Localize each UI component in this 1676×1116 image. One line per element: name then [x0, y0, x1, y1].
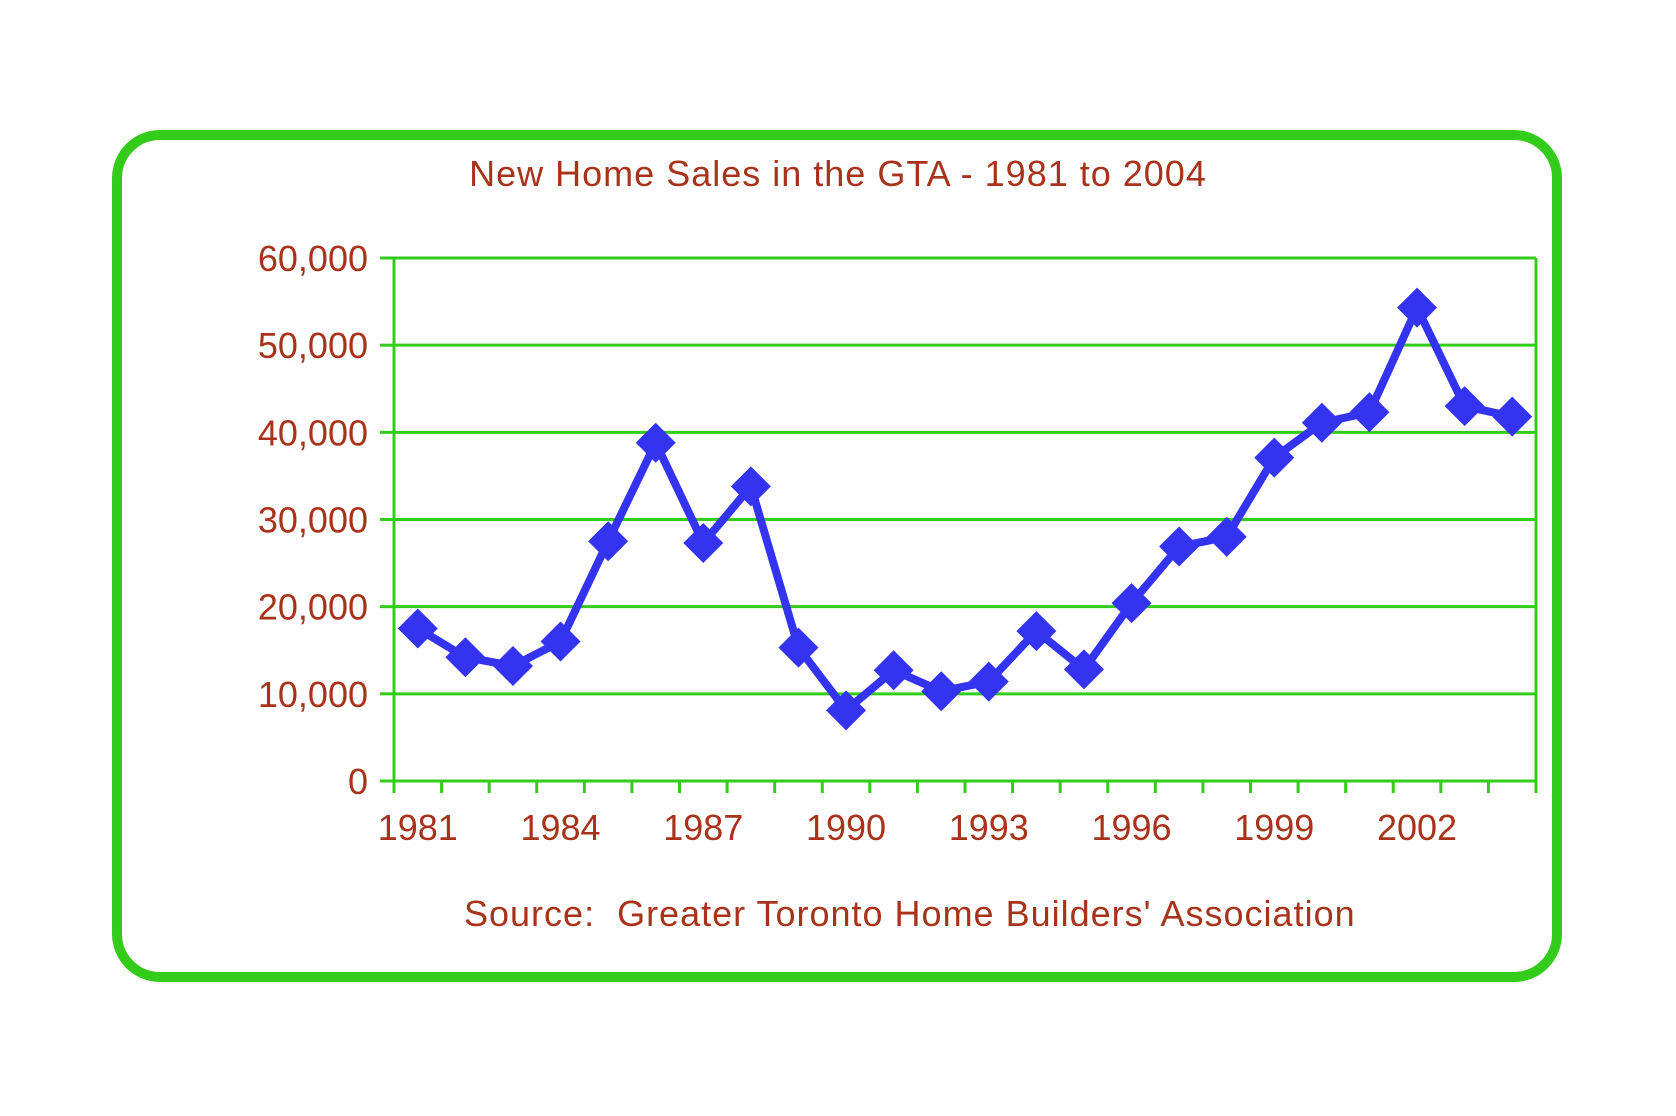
data-point-marker — [968, 661, 1009, 702]
x-tick-labels: 1981 1984 1987 1990 1993 1996 1999 2002 — [378, 807, 1457, 848]
x-tick-label: 1993 — [949, 807, 1029, 848]
axes — [380, 256, 1538, 793]
x-tick-label: 1999 — [1234, 807, 1314, 848]
data-point-marker — [540, 621, 581, 662]
data-point-marker — [1159, 526, 1200, 567]
data-point-marker — [1111, 583, 1152, 624]
series-layer — [397, 287, 1533, 731]
data-point-marker — [1254, 437, 1295, 478]
y-tick-label: 20,000 — [258, 587, 368, 628]
x-tick-label: 2002 — [1377, 807, 1457, 848]
x-tick-label: 1990 — [806, 807, 886, 848]
y-tick-label: 40,000 — [258, 412, 368, 453]
data-point-marker — [683, 523, 724, 564]
data-point-marker — [1397, 287, 1438, 328]
x-tick-label: 1987 — [663, 807, 743, 848]
data-point-marker — [921, 671, 962, 712]
data-point-marker — [1492, 396, 1533, 437]
data-point-marker — [1444, 386, 1485, 427]
data-point-marker — [1301, 402, 1342, 443]
data-point-marker — [397, 608, 438, 649]
data-point-marker — [873, 650, 914, 691]
y-tick-label: 60,000 — [258, 238, 368, 279]
data-point-marker — [1016, 611, 1057, 652]
chart-title: New Home Sales in the GTA - 1981 to 2004 — [469, 153, 1207, 194]
chart-frame — [112, 130, 1562, 982]
source-note: Source: Greater Toronto Home Builders' A… — [464, 893, 1356, 934]
y-tick-label: 0 — [348, 761, 368, 802]
y-tick-label: 10,000 — [258, 674, 368, 715]
data-point-marker — [1206, 516, 1247, 557]
data-point-marker — [826, 690, 867, 731]
data-point-marker — [1063, 649, 1104, 690]
x-tick-label: 1981 — [378, 807, 458, 848]
data-point-marker — [778, 627, 819, 668]
gridlines — [394, 256, 1536, 783]
data-point-marker — [588, 521, 629, 562]
data-point-marker — [635, 422, 676, 463]
series-line — [413, 303, 1517, 715]
y-tick-label: 30,000 — [258, 500, 368, 541]
y-tick-label: 50,000 — [258, 325, 368, 366]
data-point-marker — [1349, 392, 1390, 433]
x-tick-label: 1984 — [520, 807, 600, 848]
data-point-marker — [492, 645, 533, 686]
x-tick-label: 1996 — [1091, 807, 1171, 848]
data-point-marker — [445, 637, 486, 678]
data-point-marker — [730, 466, 771, 507]
y-tick-labels: 0 10,000 20,000 30,000 40,000 50,000 60,000 — [258, 238, 368, 802]
